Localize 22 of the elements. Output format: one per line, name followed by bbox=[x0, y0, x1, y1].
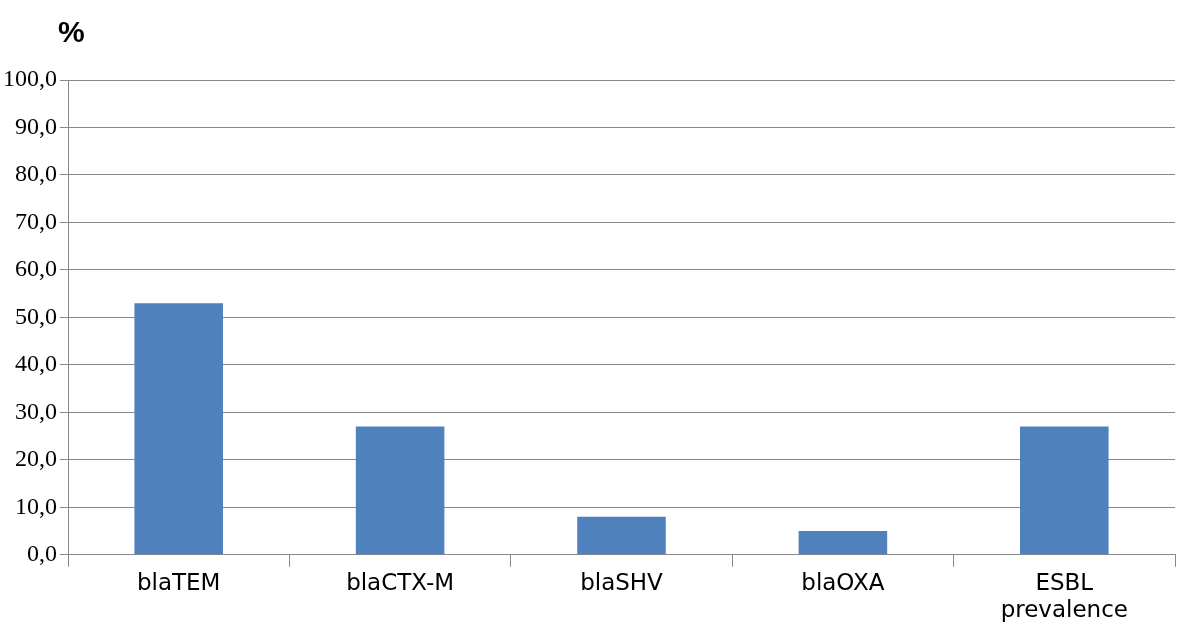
y-tick-label: 60,0 bbox=[15, 255, 57, 282]
bar bbox=[798, 531, 888, 555]
x-tick-label: blaSHV bbox=[580, 568, 664, 595]
x-tick-label: blaCTX-M bbox=[346, 568, 455, 595]
x-tick-label: blaTEM bbox=[136, 568, 221, 595]
y-tick-label: 30,0 bbox=[15, 397, 57, 424]
x-tick-label: blaOXA bbox=[801, 568, 885, 595]
bar bbox=[355, 426, 445, 555]
y-tick-label: 0,0 bbox=[27, 540, 57, 567]
y-tick-label: 40,0 bbox=[15, 350, 57, 377]
bar bbox=[134, 303, 223, 555]
y-tick-label: 70,0 bbox=[15, 207, 57, 234]
x-tick-label: ESBL prevalence bbox=[1000, 568, 1128, 623]
bar bbox=[1020, 426, 1109, 555]
y-tick-label: 100,0 bbox=[3, 65, 57, 92]
bar bbox=[577, 516, 666, 555]
y-axis-title: % bbox=[58, 15, 85, 48]
y-tick-label: 80,0 bbox=[15, 160, 57, 187]
y-tick-label: 90,0 bbox=[15, 112, 57, 139]
y-tick-label: 20,0 bbox=[15, 445, 57, 472]
y-tick-label: 10,0 bbox=[15, 492, 57, 519]
y-tick-label: 50,0 bbox=[15, 302, 57, 329]
